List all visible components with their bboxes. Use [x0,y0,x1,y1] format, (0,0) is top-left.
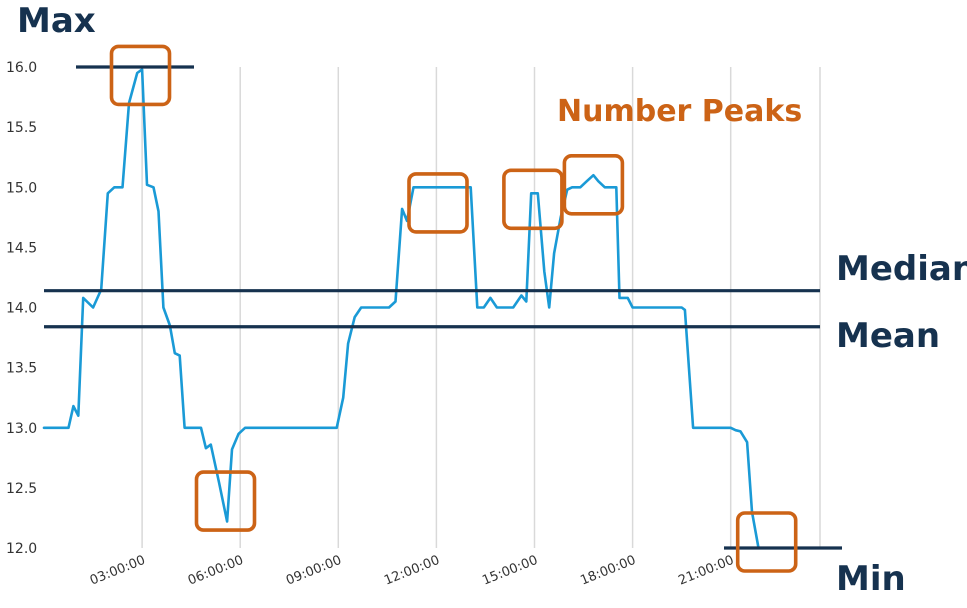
peak-highlight-boxes [109,44,798,573]
y-tick-label: 13.0 [6,421,37,437]
ref-label-mean: Mean [836,316,940,356]
peak-box [735,511,798,573]
peak-box [109,44,172,107]
y-tick-label: 15.5 [6,120,37,136]
ref-label-median: Median [836,249,967,289]
y-tick-label: 15.0 [6,180,37,196]
y-axis-ticks: 16.0 15.5 15.0 14.5 14.0 13.5 13.0 12.5 … [6,60,37,557]
ref-label-max: Max [17,1,96,41]
y-tick-label: 12.0 [6,541,37,557]
number-peaks-label: Number Peaks [557,94,802,129]
peak-box [194,470,257,532]
x-axis-ticks: 03:00:00 06:00:00 09:00:00 12:00:00 15:0… [88,553,736,589]
ref-label-min: Min [836,559,906,599]
peak-box [502,168,564,231]
x-tick-label: 03:00:00 [88,553,148,589]
y-tick-label: 14.0 [6,301,37,317]
series-layer [42,68,765,550]
annotation-labels: Max Median Mean Min Number Peaks [17,1,967,599]
peak-box [562,154,625,216]
x-tick-label: 15:00:00 [480,553,540,589]
x-tick-label: 09:00:00 [284,553,344,589]
x-tick-label: 21:00:00 [676,553,736,589]
y-tick-label: 13.5 [6,361,37,377]
series-line [42,68,765,550]
y-tick-label: 12.5 [6,481,37,497]
x-tick-label: 12:00:00 [382,553,442,589]
y-tick-label: 16.0 [6,60,37,76]
x-tick-label: 06:00:00 [186,553,246,589]
peak-box [407,172,469,234]
reference-lines [44,65,842,550]
x-tick-label: 18:00:00 [578,553,638,589]
y-tick-label: 14.5 [6,240,37,256]
